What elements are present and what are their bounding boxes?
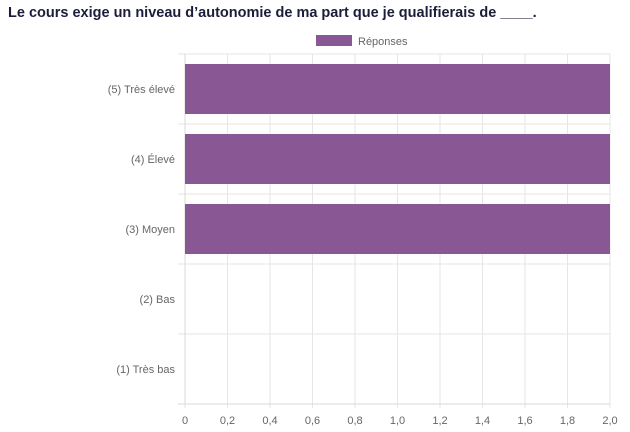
- y-tick-label: (3) Moyen: [125, 224, 175, 236]
- x-tick-label: 0,4: [262, 415, 277, 427]
- x-tick-label: 1,0: [390, 415, 405, 427]
- x-tick-label: 1,8: [560, 415, 575, 427]
- bar: [185, 64, 610, 114]
- x-tick-label: 0,6: [305, 415, 320, 427]
- legend-swatch: [316, 35, 352, 46]
- y-tick-label: (1) Très bas: [116, 364, 175, 376]
- bar: [185, 204, 610, 254]
- y-tick-label: (5) Très élevé: [108, 84, 175, 96]
- x-tick-label: 1,4: [475, 415, 490, 427]
- x-tick-label: 1,6: [517, 415, 532, 427]
- x-tick-label: 0,8: [347, 415, 362, 427]
- bar: [185, 134, 610, 184]
- x-tick-label: 0,2: [220, 415, 235, 427]
- x-tick-label: 1,2: [432, 415, 447, 427]
- y-tick-label: (2) Bas: [140, 294, 176, 306]
- y-tick-label: (4) Élevé: [131, 153, 175, 166]
- chart-title: Le cours exige un niveau d’autonomie de …: [8, 5, 537, 21]
- legend-label: Réponses: [358, 36, 408, 48]
- x-tick-label: 2,0: [602, 415, 617, 427]
- x-tick-label: 0: [182, 415, 188, 427]
